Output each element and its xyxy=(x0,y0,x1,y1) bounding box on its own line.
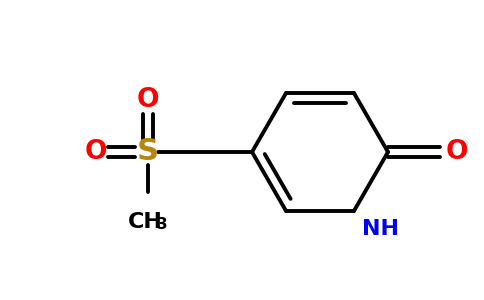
Text: CH: CH xyxy=(128,212,163,232)
Text: NH: NH xyxy=(362,219,399,239)
Text: O: O xyxy=(137,87,159,113)
Text: S: S xyxy=(137,137,159,166)
Text: O: O xyxy=(85,139,107,165)
Text: O: O xyxy=(446,139,469,165)
Text: 3: 3 xyxy=(157,217,167,232)
